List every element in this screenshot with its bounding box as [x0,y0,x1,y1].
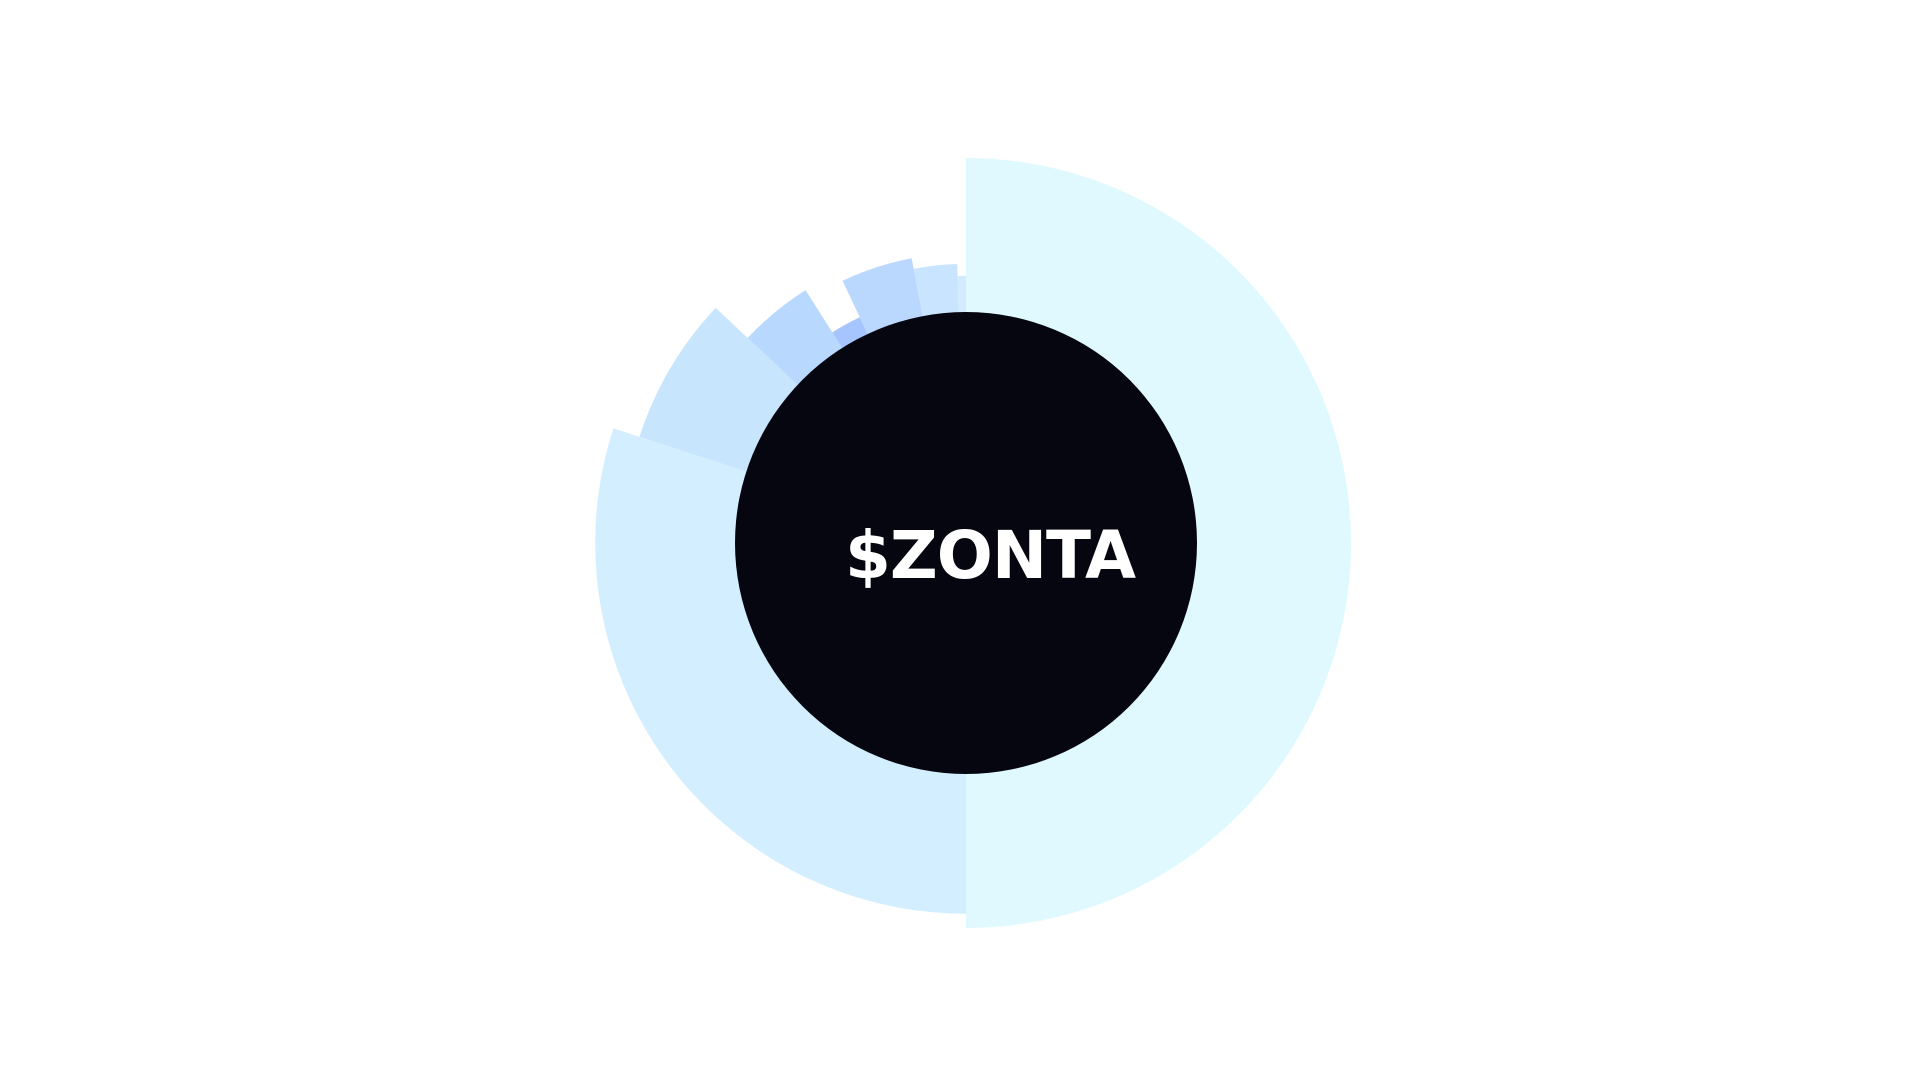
center-disc [735,312,1197,774]
center-label: $ZONTA [845,517,1136,594]
